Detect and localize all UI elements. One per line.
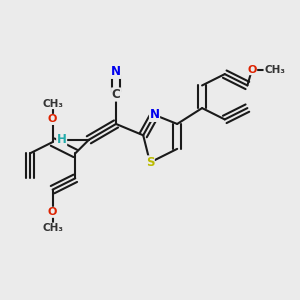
Text: O: O bbox=[247, 64, 256, 75]
Text: CH₃: CH₃ bbox=[264, 64, 285, 75]
Text: O: O bbox=[48, 207, 57, 217]
Text: CH₃: CH₃ bbox=[42, 99, 63, 109]
Text: C: C bbox=[112, 88, 120, 101]
Text: N: N bbox=[149, 108, 160, 122]
Text: S: S bbox=[146, 156, 154, 169]
Text: O: O bbox=[48, 114, 57, 124]
Text: CH₃: CH₃ bbox=[42, 223, 63, 233]
Text: H: H bbox=[57, 133, 67, 146]
Text: N: N bbox=[111, 65, 121, 78]
